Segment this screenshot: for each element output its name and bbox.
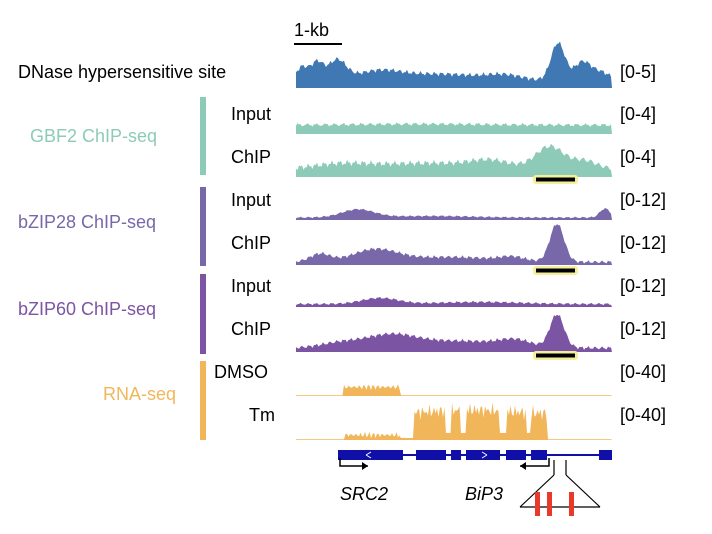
range-bzip28-input: [0-12] (620, 190, 666, 210)
coverage-track-dnase (296, 41, 612, 88)
group-label-bzip60: bZIP60 ChIP-seq (18, 299, 156, 319)
coverage-track-bzip28-chip (296, 224, 612, 265)
exon-bip3-2 (451, 450, 461, 460)
range-bzip28-chip: [0-12] (620, 233, 666, 253)
coverage-track-bzip60-chip (296, 314, 612, 352)
exon-src2 (338, 450, 403, 460)
exon-bip3-5 (531, 450, 547, 460)
motif-mark-3 (569, 492, 574, 516)
scale-bar-label: 1-kb (294, 20, 329, 40)
strand-arrow-bip3 (481, 451, 488, 459)
range-rna-tm: [0-40] (620, 405, 666, 425)
coverage-track-rna-dmso (296, 384, 612, 396)
peak-marker-bzip28 (533, 266, 578, 275)
track-label-bzip28-input: Input (231, 190, 271, 210)
track-label-dnase: DNase hypersensitive site (18, 62, 226, 82)
scale-bar: 1-kb (294, 20, 342, 45)
peak-marker-gbf2 (533, 175, 578, 184)
exon-bip3-3 (466, 450, 500, 460)
range-rna-dmso: [0-40] (620, 362, 666, 382)
tss-arrow-src2 (339, 458, 368, 467)
tss-arrow-bip3 (520, 458, 550, 467)
coverage-track-bzip60-input (296, 296, 612, 307)
track-label-bzip28-chip: ChIP (231, 233, 271, 253)
group-bracket-gbf2 (200, 97, 206, 175)
gene-label-bip3: BiP3 (465, 484, 503, 504)
track-label-gbf2-chip: ChIP (231, 147, 271, 167)
intron-1 (403, 454, 416, 456)
group-label-bzip28: bZIP28 ChIP-seq (18, 212, 156, 232)
motif-mark-2 (547, 492, 552, 516)
track-label-bzip60-input: Input (231, 276, 271, 296)
track-label-rna-tm: Tm (249, 405, 275, 425)
gene-label-src2: SRC2 (340, 484, 388, 504)
coverage-track-rna-tm (296, 402, 612, 440)
coverage-track-bzip28-input (296, 208, 612, 220)
motif-mark-1 (535, 492, 540, 516)
exon-bip3-4 (506, 450, 526, 460)
gene-model: SRC2 BiP3 (338, 450, 612, 504)
range-gbf2-chip: [0-4] (620, 147, 656, 167)
range-gbf2-input: [0-4] (620, 104, 656, 124)
group-label-gbf2: GBF2 ChIP-seq (30, 126, 157, 146)
group-bracket-bzip28 (200, 187, 206, 266)
exon-bip3-1 (416, 450, 446, 460)
track-label-bzip60-chip: ChIP (231, 319, 271, 339)
range-dnase: [0-5] (620, 62, 656, 82)
track-label-rna-dmso: DMSO (214, 362, 268, 382)
track-label-gbf2-input: Input (231, 104, 271, 124)
exon-next (599, 450, 612, 460)
group-bracket-rnaseq (200, 361, 206, 440)
promoter-zoom-inset (519, 460, 601, 516)
group-label-rnaseq: RNA-seq (103, 384, 176, 404)
coverage-track-gbf2-input (296, 122, 612, 134)
range-bzip60-input: [0-12] (620, 276, 666, 296)
strand-arrow-src2 (365, 451, 372, 459)
peak-marker-bzip60 (533, 351, 578, 360)
range-bzip60-chip: [0-12] (620, 319, 666, 339)
coverage-track-gbf2-chip (296, 143, 612, 177)
group-bracket-bzip60 (200, 274, 206, 354)
